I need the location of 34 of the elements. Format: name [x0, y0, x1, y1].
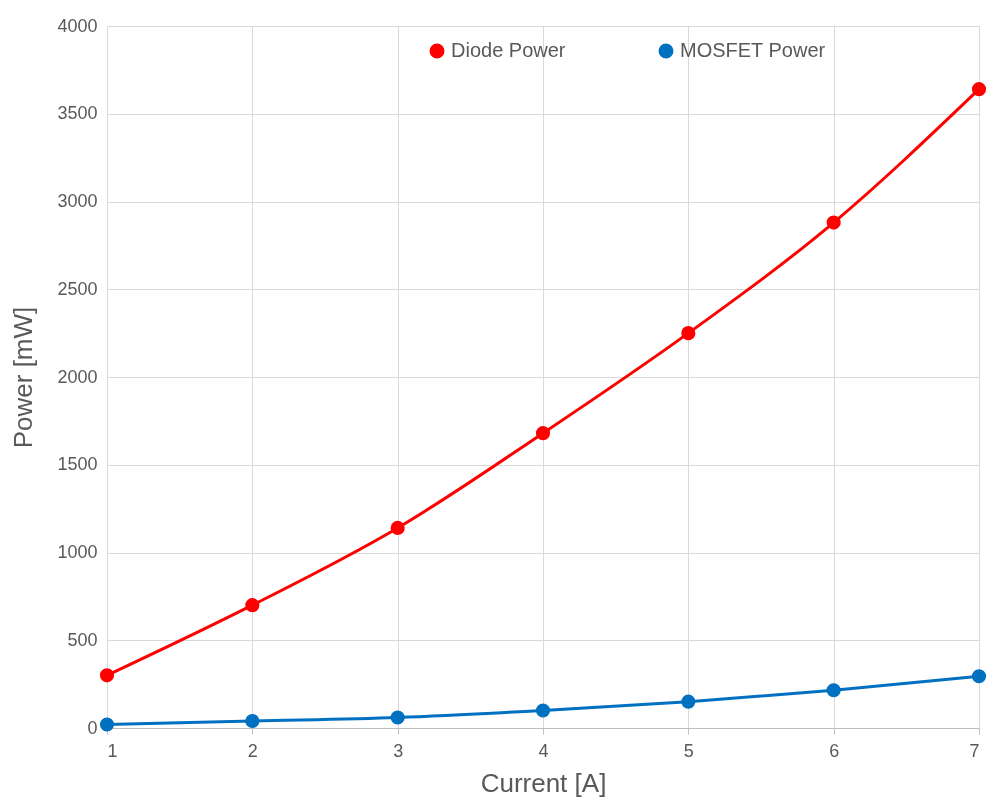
x-axis-title: Current [A]: [480, 767, 607, 798]
x-tick-label: 6: [829, 740, 840, 761]
point: [681, 326, 696, 341]
x-tick-label: 1: [107, 740, 118, 761]
legend-label: Diode Power: [451, 39, 566, 61]
legend-label: MOSFET Power: [680, 39, 826, 61]
y-tick-label: 1500: [57, 454, 98, 475]
point: [99, 668, 115, 683]
x-tick-label: 3: [393, 740, 404, 761]
point: [535, 703, 551, 718]
point: [245, 713, 260, 729]
x-tick-label: 4: [538, 740, 549, 761]
point: [826, 683, 841, 698]
point: [245, 598, 260, 613]
x-tick-label: 7: [969, 740, 980, 761]
point: [971, 669, 987, 684]
x-tick-label: 2: [247, 740, 258, 761]
y-tick-label: 1000: [57, 542, 98, 562]
y-axis-title: Power [mW]: [8, 306, 39, 449]
y-tick-label: 0: [87, 717, 98, 738]
point: [826, 215, 841, 230]
point: [390, 520, 405, 535]
point: [681, 694, 696, 709]
point: [390, 710, 405, 725]
point: [535, 426, 551, 441]
point: [971, 82, 987, 97]
y-tick-label: 3000: [57, 191, 98, 211]
y-tick-label: 2500: [57, 278, 98, 299]
y-tick-label: 2000: [57, 366, 98, 387]
y-tick-label: 500: [67, 629, 98, 650]
point: [99, 717, 115, 732]
y-tick-label: 4000: [57, 15, 98, 36]
x-tick-label: 5: [683, 740, 694, 761]
y-tick-label: 3500: [57, 103, 98, 124]
